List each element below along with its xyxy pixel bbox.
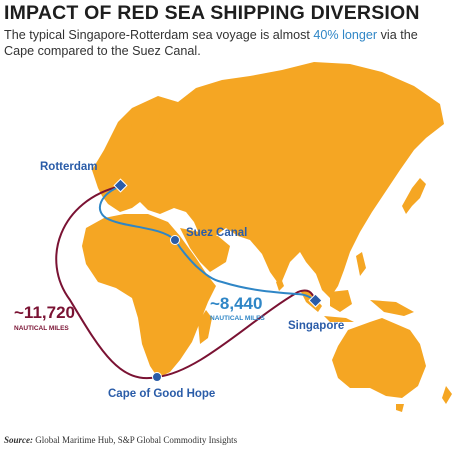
new-guinea: [370, 300, 414, 316]
tasmania: [396, 404, 404, 412]
japan: [402, 178, 426, 214]
sri-lanka: [276, 278, 284, 291]
madagascar: [198, 310, 212, 344]
scandinavia: [128, 108, 160, 160]
subtitle-text-start: The typical Singapore-Rotterdam sea voya…: [4, 28, 314, 42]
suez-route-line: [98, 185, 316, 301]
rotterdam-marker: [113, 178, 128, 193]
new-zealand: [442, 386, 452, 404]
africa: [82, 214, 216, 378]
arabian-peninsula: [180, 228, 230, 272]
suez-route-distance: ~8,440: [210, 294, 262, 313]
map-subtitle: The typical Singapore-Rotterdam sea voya…: [4, 27, 444, 59]
eurasia: [92, 62, 444, 298]
suez-route-unit: NAUTICAL MILES: [210, 315, 265, 322]
cape-marker: [152, 372, 162, 382]
map-title: IMPACT OF RED SEA SHIPPING DIVERSION: [4, 2, 420, 24]
cape-route-distance: ~11,720: [14, 303, 75, 322]
land-masses: [82, 62, 452, 412]
java: [324, 316, 354, 322]
cape-route-unit: NAUTICAL MILES: [14, 325, 69, 332]
source-note: Source: Global Maritime Hub, S&P Global …: [4, 435, 237, 445]
suez-label: Suez Canal: [186, 227, 247, 239]
australia: [332, 318, 426, 398]
source-text: Global Maritime Hub, S&P Global Commodit…: [35, 435, 238, 445]
subtitle-highlight: 40% longer: [313, 28, 378, 42]
source-label: Source:: [4, 435, 33, 445]
subtitle-text-end: via the Cape compared to the Suez Canal.: [4, 28, 418, 58]
borneo: [330, 290, 352, 312]
rotterdam-label: Rotterdam: [40, 161, 98, 173]
philippines: [356, 252, 366, 276]
singapore-marker: [308, 293, 323, 308]
cape-route-line: [55, 185, 316, 380]
great-britain: [98, 160, 113, 188]
cape-label: Cape of Good Hope: [108, 388, 215, 400]
suez-marker: [170, 235, 180, 245]
singapore-label: Singapore: [288, 320, 344, 332]
